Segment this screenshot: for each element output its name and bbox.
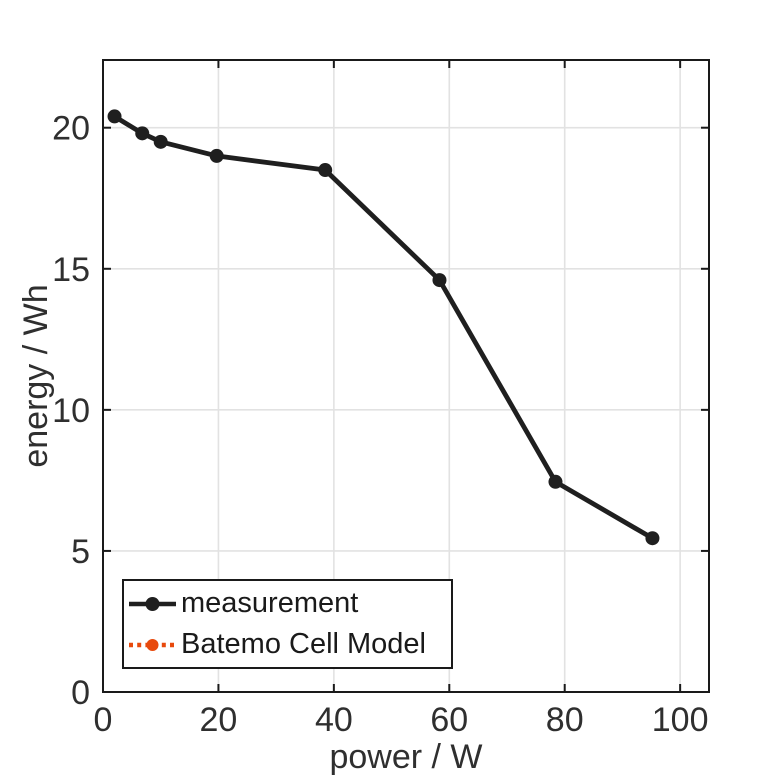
data-point-marker bbox=[135, 126, 150, 141]
data-point-marker bbox=[153, 134, 168, 149]
svg-text:80: 80 bbox=[546, 701, 584, 739]
tick-marks bbox=[102, 60, 709, 693]
svg-text:100: 100 bbox=[652, 701, 709, 739]
svg-text:5: 5 bbox=[71, 533, 90, 571]
legend-sample-batemo-model-icon bbox=[129, 638, 176, 651]
x-axis-label: power / W bbox=[329, 738, 482, 776]
axes-box bbox=[102, 59, 710, 693]
legend-label-measurement: measurement bbox=[181, 587, 359, 619]
series-measurement bbox=[107, 109, 660, 546]
legend-item-measurement: measurement bbox=[129, 583, 443, 624]
data-point-marker bbox=[318, 163, 333, 178]
data-point-marker bbox=[548, 474, 563, 489]
svg-text:15: 15 bbox=[52, 251, 90, 289]
svg-text:0: 0 bbox=[94, 701, 113, 739]
svg-text:40: 40 bbox=[315, 701, 353, 739]
data-point-marker bbox=[107, 109, 122, 124]
legend-item-batemo-cell-model: Batemo Cell Model bbox=[129, 624, 443, 665]
svg-text:0: 0 bbox=[71, 674, 90, 712]
data-point-marker bbox=[645, 531, 660, 546]
gridlines bbox=[103, 60, 709, 692]
svg-text:20: 20 bbox=[200, 701, 238, 739]
svg-text:20: 20 bbox=[52, 110, 90, 148]
legend-sample-measurement-icon bbox=[129, 596, 176, 611]
x-tick-labels: 0 20 40 60 80 100 bbox=[94, 701, 709, 739]
y-axis-label: energy / Wh bbox=[17, 284, 55, 467]
svg-text:60: 60 bbox=[430, 701, 468, 739]
data-point-marker bbox=[209, 148, 224, 163]
data-point-marker bbox=[432, 273, 447, 288]
legend: measurement Batemo Cell Model bbox=[122, 579, 453, 669]
y-tick-labels: 0 5 10 15 20 bbox=[52, 110, 90, 712]
svg-text:10: 10 bbox=[52, 392, 90, 430]
legend-label-batemo-model: Batemo Cell Model bbox=[181, 628, 426, 660]
